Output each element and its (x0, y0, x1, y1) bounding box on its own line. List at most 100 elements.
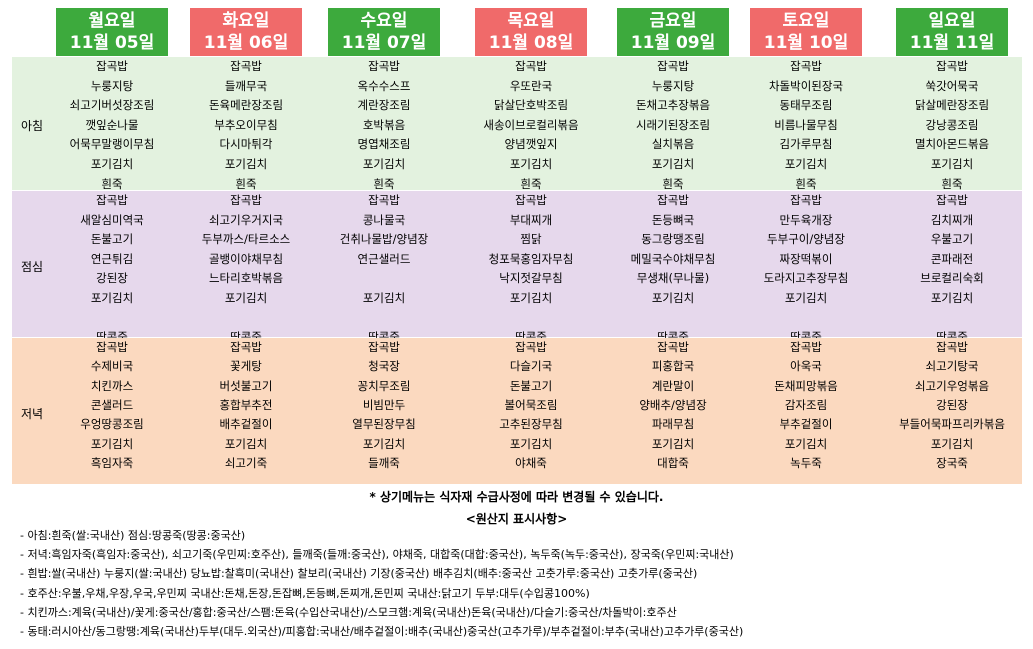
menu-item: 포기김치 (651, 157, 695, 171)
menu-change-notice: * 상기메뉴는 식자재 수급사정에 따라 변경될 수 있습니다. (369, 490, 664, 504)
menu-item: 피홍합국 (651, 359, 695, 374)
menu-item: 다슬기국 (509, 359, 553, 374)
menu-item: 양배추/양념장 (639, 397, 707, 412)
menu-item: 동태무조림 (779, 98, 833, 113)
menu-item: 브로컬리숙회 (920, 271, 984, 286)
menu-item: 포기김치 (509, 291, 553, 305)
menu-item: 돈육메란장조림 (208, 98, 284, 113)
menu-item: 우또란국 (509, 78, 553, 93)
day-name: 화요일 (222, 11, 270, 31)
menu-item: 새알심미역국 (80, 212, 144, 227)
origin-title: <원산지 표시사항> (465, 512, 568, 526)
menu-item: 장국죽 (936, 455, 968, 470)
menu-item: 잡곡밥 (368, 59, 400, 73)
menu-item: 김가루무침 (779, 137, 833, 152)
menu-item: 들깨죽 (368, 455, 400, 470)
menu-item: 포기김치 (362, 291, 406, 305)
menu-item: 포기김치 (930, 436, 974, 451)
menu-item: 쇠고기우엉볶음 (914, 378, 990, 393)
menu-item: 치킨까스 (90, 378, 134, 393)
menu-item: 부추오이무침 (214, 117, 278, 132)
menu-item: 연근튀김 (90, 251, 134, 266)
menu-item: 포기김치 (784, 436, 828, 451)
origin-line: - 동태:러시아산/동그랑땡:계육(국내산)두부(대두.외국산)/피홍합:국내산… (20, 625, 744, 638)
menu-item: 느타리호박볶음 (208, 271, 284, 286)
menu-item: 강된장 (936, 397, 968, 412)
menu-item: 콩나물국 (362, 212, 406, 227)
day-date: 11월 08일 (488, 33, 574, 53)
menu-item: 호박볶음 (362, 117, 406, 132)
menu-item: 쇠고기우거지국 (208, 212, 284, 227)
menu-item: 포기김치 (362, 157, 406, 171)
menu-item: 낙지젓갈무침 (499, 271, 563, 286)
menu-item: 흰죽 (101, 176, 123, 191)
menu-item: 포기김치 (224, 291, 268, 305)
menu-item: 돈등뼈국 (651, 212, 695, 227)
day-name: 일요일 (928, 11, 976, 31)
menu-item: 만두육개장 (779, 212, 833, 227)
menu-item: 잡곡밥 (936, 59, 968, 73)
menu-item: 포기김치 (224, 157, 268, 171)
menu-item: 돈불고기 (509, 378, 553, 393)
menu-item: 잡곡밥 (368, 340, 400, 354)
menu-item: 포기김치 (509, 436, 553, 451)
menu-item: 잡곡밥 (790, 340, 822, 354)
origin-line: - 호주산:우불,우채,우장,우국,우민찌 국내산:돈채,돈장,돈잡뼈,돈등뼈,… (20, 586, 590, 600)
day-date: 11월 10일 (763, 33, 849, 53)
menu-item: 연근샐러드 (357, 251, 411, 266)
menu-item: 버섯불고기 (219, 378, 273, 393)
menu-item: 메밀국수야채무침 (630, 251, 716, 266)
menu-item: 포기김치 (651, 291, 695, 305)
menu-item: 청포묵홍임자무침 (488, 251, 574, 266)
menu-item: 포기김치 (784, 291, 828, 305)
menu-item: 김치찌개 (930, 212, 974, 227)
day-date: 11월 09일 (630, 33, 716, 53)
menu-item: 부들어묵파프리카볶음 (899, 417, 1005, 432)
menu-item: 콘샐러드 (90, 397, 134, 412)
menu-item: 잡곡밥 (96, 193, 128, 207)
menu-item: 흰죽 (795, 176, 817, 191)
menu-item: 시래기된장조림 (635, 117, 711, 132)
menu-item: 흰죽 (373, 176, 395, 191)
menu-item: 비름나물무침 (774, 117, 838, 132)
menu-item: 야채죽 (515, 455, 547, 470)
menu-item: 두부까스/타르소스 (201, 232, 291, 247)
menu-item: 돈채고추장볶음 (635, 98, 711, 113)
menu-item: 두부구이/양념장 (767, 232, 845, 247)
menu-item: 잡곡밥 (790, 59, 822, 73)
menu-item: 잡곡밥 (936, 340, 968, 354)
menu-item: 포기김치 (90, 291, 134, 305)
breakfast-section: 아침 잡곡밥 누룽지탕 쇠고기버섯장조림 깻잎순나물 어묵무말랭이무침 포기김치 흰죽 잡곡밥… (12, 57, 1022, 191)
menu-item: 돈불고기 (90, 232, 134, 247)
menu-item: 강낭콩조림 (925, 117, 979, 132)
menu-item: 고추된장무침 (499, 417, 563, 432)
menu-item: 짜장떡볶이 (779, 251, 833, 266)
menu-item: 강된장 (96, 271, 128, 286)
meal-label-breakfast: 아침 (20, 119, 44, 133)
menu-item: 잡곡밥 (368, 193, 400, 207)
menu-item: 감자조림 (784, 397, 828, 412)
menu-item: 골뱅이야채무침 (208, 251, 284, 266)
origin-line: - 아침:흰죽(쌀:국내산) 점심:땅콩죽(땅콩:중국산) (20, 529, 246, 542)
menu-item: 배추겉절이 (219, 417, 273, 432)
menu-item: 잡곡밥 (657, 340, 689, 354)
menu-item: 계란말이 (651, 378, 695, 393)
menu-item: 옥수수스프 (357, 78, 411, 93)
menu-item: 아욱국 (790, 359, 822, 374)
menu-item: 부추겉절이 (779, 417, 833, 432)
menu-item: 잡곡밥 (657, 193, 689, 207)
meal-label-dinner: 저녁 (20, 407, 44, 421)
day-date: 11월 05일 (69, 33, 155, 53)
origin-line: - 흰밥:쌀(국내산) 누룽지(쌀:국내산) 당뇨밥:찰흑미(국내산) 찰보리(… (20, 567, 698, 581)
menu-item: 포기김치 (362, 436, 406, 451)
day-header-fri: 금요일 11월 09일 (617, 8, 729, 56)
menu-item: 닭살단호박조림 (493, 98, 569, 113)
menu-item: 비빔만두 (362, 397, 406, 412)
menu-item: 잡곡밥 (515, 340, 547, 354)
menu-item: 포기김치 (90, 157, 134, 171)
menu-item: 도라지고추장무침 (763, 271, 849, 286)
menu-item: 찜닭 (520, 232, 542, 247)
menu-item: 잡곡밥 (230, 59, 262, 73)
menu-item: 쇠고기탕국 (925, 359, 979, 374)
menu-item: 명엽채조림 (357, 137, 411, 152)
